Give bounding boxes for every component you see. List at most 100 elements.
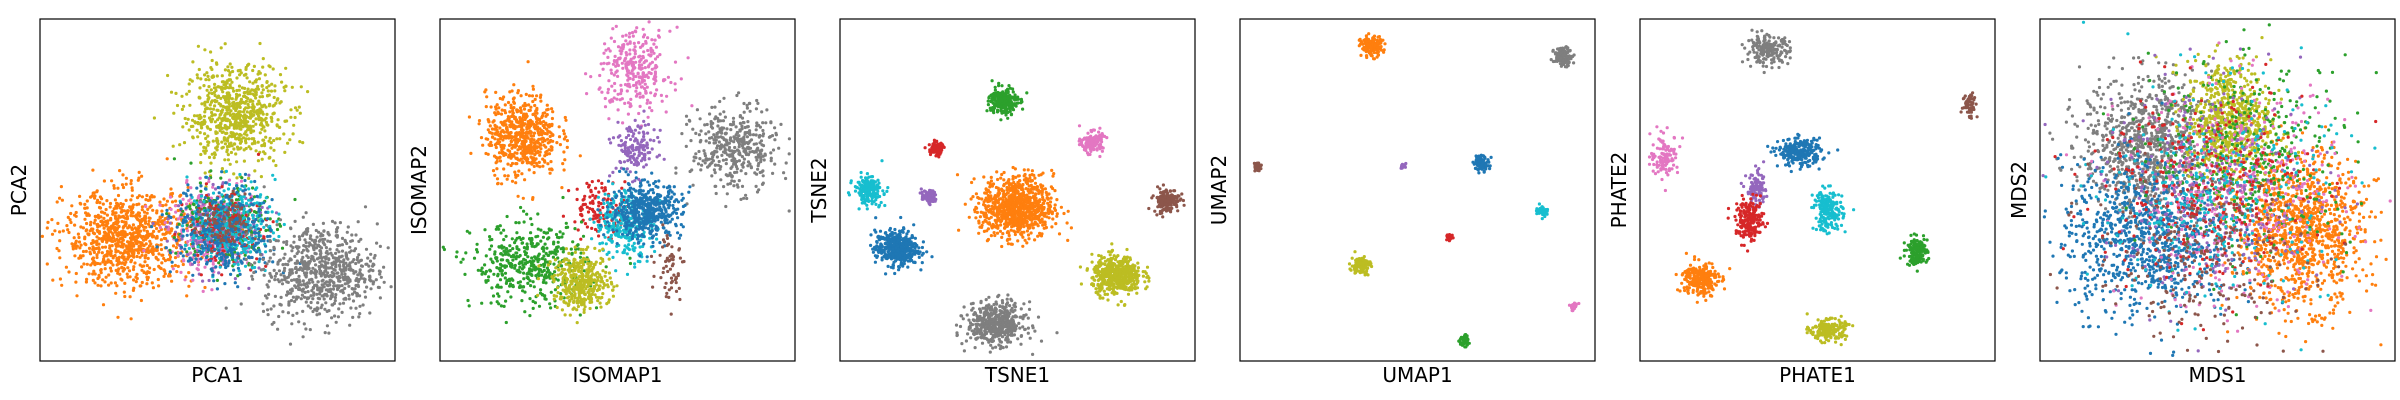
scatter-point	[285, 242, 289, 246]
scatter-point	[168, 270, 172, 274]
scatter-point	[195, 114, 199, 118]
scatter-point	[198, 176, 202, 180]
scatter-point	[79, 243, 83, 247]
scatter-point	[248, 192, 252, 196]
scatter-point	[633, 45, 637, 49]
scatter-point	[251, 99, 255, 103]
scatter-point	[255, 112, 259, 116]
scatter-points	[40, 41, 393, 346]
scatter-point	[135, 254, 139, 259]
scatter-point	[208, 103, 212, 107]
scatter-point	[92, 269, 96, 273]
scatter-point	[214, 187, 218, 191]
scatter-point	[503, 174, 507, 178]
scatter-point	[536, 149, 540, 153]
scatter-point	[519, 125, 523, 129]
scatter-point	[379, 275, 383, 279]
scatter-point	[130, 205, 134, 209]
scatter-point	[295, 108, 299, 112]
scatter-point	[188, 103, 192, 107]
scatter-point	[103, 262, 107, 266]
scatter-point	[207, 248, 211, 252]
scatter-point	[122, 251, 126, 255]
scatter-point	[347, 284, 351, 288]
scatter-point	[242, 159, 246, 163]
scatter-point	[610, 98, 614, 102]
scatter-point	[317, 256, 321, 260]
scatter-point	[514, 144, 519, 148]
scatter-point	[236, 256, 240, 260]
scatter-point	[337, 307, 341, 311]
scatter-point	[117, 224, 121, 229]
scatter-point	[185, 175, 189, 179]
scatter-point	[264, 250, 268, 254]
scatter-point	[320, 259, 324, 263]
scatter-point	[328, 247, 332, 251]
scatter-point	[266, 313, 270, 317]
scatter-point	[230, 65, 234, 69]
scatter-point	[658, 53, 662, 57]
scatter-point	[205, 213, 209, 217]
scatter-point	[229, 85, 233, 90]
scatter-point	[679, 77, 683, 81]
scatter-point	[321, 278, 325, 282]
scatter-point	[245, 110, 249, 114]
scatter-point	[610, 71, 614, 75]
scatter-point	[250, 274, 254, 278]
scatter-point	[202, 84, 206, 88]
scatter-point	[382, 280, 386, 284]
scatter-point	[203, 171, 207, 175]
scatter-point	[506, 135, 510, 139]
scatter-point	[165, 208, 169, 212]
scatter-point	[547, 130, 552, 134]
scatter-point	[203, 219, 208, 223]
scatter-point	[193, 120, 197, 124]
scatter-point	[207, 222, 212, 226]
scatter-point	[224, 181, 228, 185]
scatter-point	[223, 259, 228, 263]
scatter-point	[538, 153, 542, 157]
scatter-point	[652, 82, 656, 86]
scatter-point	[268, 234, 272, 238]
scatter-point	[280, 282, 285, 286]
scatter-point	[170, 227, 174, 231]
scatter-point	[299, 85, 303, 89]
scatter-point	[103, 245, 108, 249]
scatter-point	[81, 249, 86, 254]
scatter-point	[496, 182, 500, 186]
scatter-point	[500, 108, 504, 112]
scatter-point	[113, 214, 117, 218]
scatter-point	[246, 120, 250, 124]
scatter-point	[179, 207, 183, 211]
scatter-point	[110, 244, 114, 248]
scatter-point	[348, 261, 352, 265]
scatter-point	[114, 248, 118, 252]
scatter-point	[116, 193, 121, 198]
scatter-point	[210, 249, 214, 253]
scatter-point	[271, 173, 275, 177]
scatter-point	[230, 133, 234, 137]
scatter-point	[201, 121, 205, 125]
scatter-point	[162, 197, 166, 201]
scatter-point	[236, 112, 240, 116]
scatter-point	[216, 233, 220, 237]
scatter-point	[613, 89, 617, 93]
scatter-point	[184, 219, 188, 223]
scatter-point	[152, 116, 156, 120]
scatter-point	[176, 254, 180, 258]
scatter-point	[140, 205, 144, 209]
scatter-point	[316, 243, 321, 247]
scatter-point	[93, 281, 97, 285]
scatter-point	[93, 261, 97, 266]
scatter-point	[225, 79, 229, 83]
scatter-point	[638, 65, 642, 69]
scatter-point	[301, 335, 305, 339]
scatter-point	[150, 232, 154, 236]
scatter-point	[233, 258, 238, 262]
scatter-point	[686, 56, 690, 60]
scatter-point	[219, 46, 223, 50]
scatter-point	[103, 280, 107, 284]
scatter-point	[262, 138, 266, 142]
scatter-point	[80, 265, 84, 269]
